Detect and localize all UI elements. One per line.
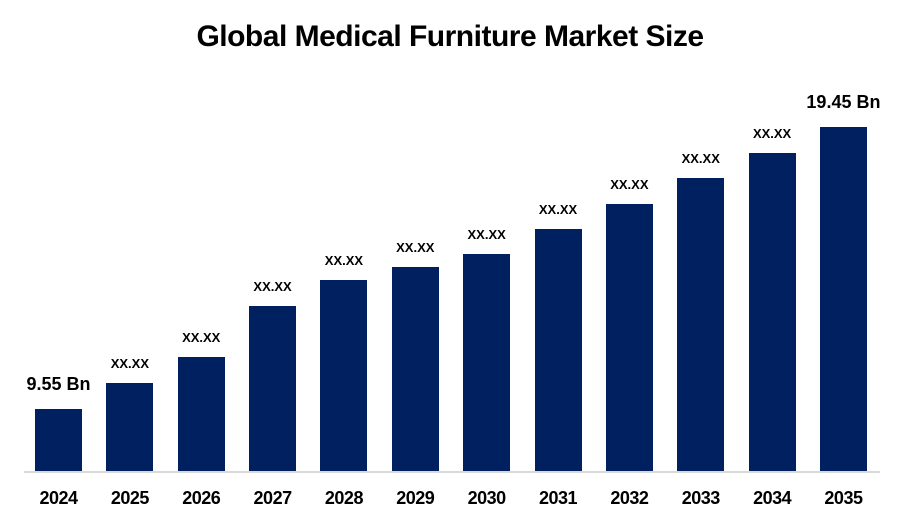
x-tick-label-2031: 2031 xyxy=(538,488,578,508)
x-tick-label-2026: 2026 xyxy=(182,488,221,508)
value-label-2026: XX.XX xyxy=(182,330,221,345)
bar-2032 xyxy=(605,204,653,471)
value-label-2030: XX.XX xyxy=(467,227,506,242)
value-label-2034: XX.XX xyxy=(752,126,792,141)
bar-2030 xyxy=(463,254,511,471)
x-axis-line xyxy=(24,471,880,473)
x-tick-label-2029: 2029 xyxy=(396,488,435,508)
x-tick-label-2027: 2027 xyxy=(253,488,293,508)
value-label-2029: XX.XX xyxy=(396,240,435,255)
x-tick-label-2024: 2024 xyxy=(39,488,78,508)
bar-2034 xyxy=(748,153,796,471)
x-tick-label-2028: 2028 xyxy=(324,488,364,508)
bar-2029 xyxy=(391,267,439,471)
bar-2026 xyxy=(177,357,225,471)
bar-2035 xyxy=(819,127,867,471)
bar-2028 xyxy=(320,280,368,471)
value-label-2031: XX.XX xyxy=(538,202,578,217)
x-tick-label-2034: 2034 xyxy=(753,488,792,508)
chart-title: Global Medical Furniture Market Size xyxy=(196,20,704,53)
value-label-2032: XX.XX xyxy=(610,177,649,192)
value-label-2025: XX.XX xyxy=(110,356,149,371)
value-label-2028: XX.XX xyxy=(324,253,364,268)
value-label-2033: XX.XX xyxy=(681,151,720,166)
x-tick-label-2035: 2035 xyxy=(824,488,863,508)
bar-2031 xyxy=(534,229,582,471)
x-tick-label-2033: 2033 xyxy=(681,488,721,508)
bar-2033 xyxy=(677,178,725,471)
value-label-2024: 9.55 Bn xyxy=(26,374,91,394)
x-tick-label-2032: 2032 xyxy=(610,488,649,508)
bar-2025 xyxy=(106,383,154,471)
value-label-2035: 19.45 Bn xyxy=(806,92,881,112)
x-tick-label-2030: 2030 xyxy=(467,488,507,508)
bar-2024 xyxy=(35,409,82,471)
x-tick-label-2025: 2025 xyxy=(110,488,150,508)
value-label-2027: XX.XX xyxy=(253,279,292,294)
bar-2027 xyxy=(249,306,297,471)
